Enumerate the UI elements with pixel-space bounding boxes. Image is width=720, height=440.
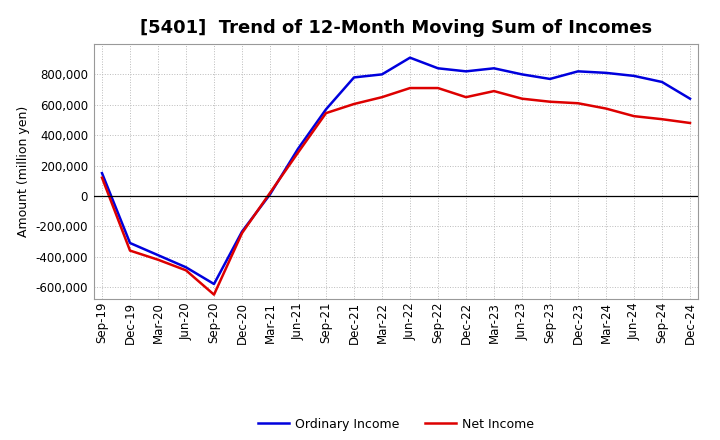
Net Income [181,268,190,273]
Ordinary Income [433,66,442,71]
Ordinary Income [630,73,639,78]
Net Income [294,150,302,155]
Net Income [378,95,387,100]
Ordinary Income [153,253,162,258]
Net Income [153,257,162,262]
Ordinary Income [574,69,582,74]
Ordinary Income [685,96,694,101]
Net Income [685,121,694,126]
Y-axis label: Amount (million yen): Amount (million yen) [17,106,30,237]
Ordinary Income [238,229,246,234]
Ordinary Income [181,265,190,270]
Net Income [546,99,554,104]
Ordinary Income [546,76,554,81]
Net Income [210,292,218,297]
Net Income [602,106,611,111]
Line: Ordinary Income: Ordinary Income [102,58,690,284]
Ordinary Income [266,192,274,197]
Net Income [322,110,330,116]
Ordinary Income [518,72,526,77]
Ordinary Income [657,79,666,84]
Net Income [350,101,359,106]
Ordinary Income [462,69,470,74]
Title: [5401]  Trend of 12-Month Moving Sum of Incomes: [5401] Trend of 12-Month Moving Sum of I… [140,19,652,37]
Net Income [433,85,442,91]
Ordinary Income [126,240,135,246]
Net Income [574,101,582,106]
Net Income [518,96,526,101]
Net Income [405,85,414,91]
Net Income [462,95,470,100]
Legend: Ordinary Income, Net Income: Ordinary Income, Net Income [253,413,539,436]
Ordinary Income [405,55,414,60]
Ordinary Income [602,70,611,76]
Ordinary Income [98,170,107,176]
Ordinary Income [294,146,302,151]
Net Income [126,248,135,253]
Net Income [490,88,498,94]
Line: Net Income: Net Income [102,88,690,295]
Net Income [657,117,666,122]
Net Income [98,175,107,180]
Net Income [630,114,639,119]
Ordinary Income [350,75,359,80]
Net Income [266,190,274,195]
Ordinary Income [322,106,330,112]
Ordinary Income [210,281,218,286]
Ordinary Income [378,72,387,77]
Net Income [238,231,246,236]
Ordinary Income [490,66,498,71]
